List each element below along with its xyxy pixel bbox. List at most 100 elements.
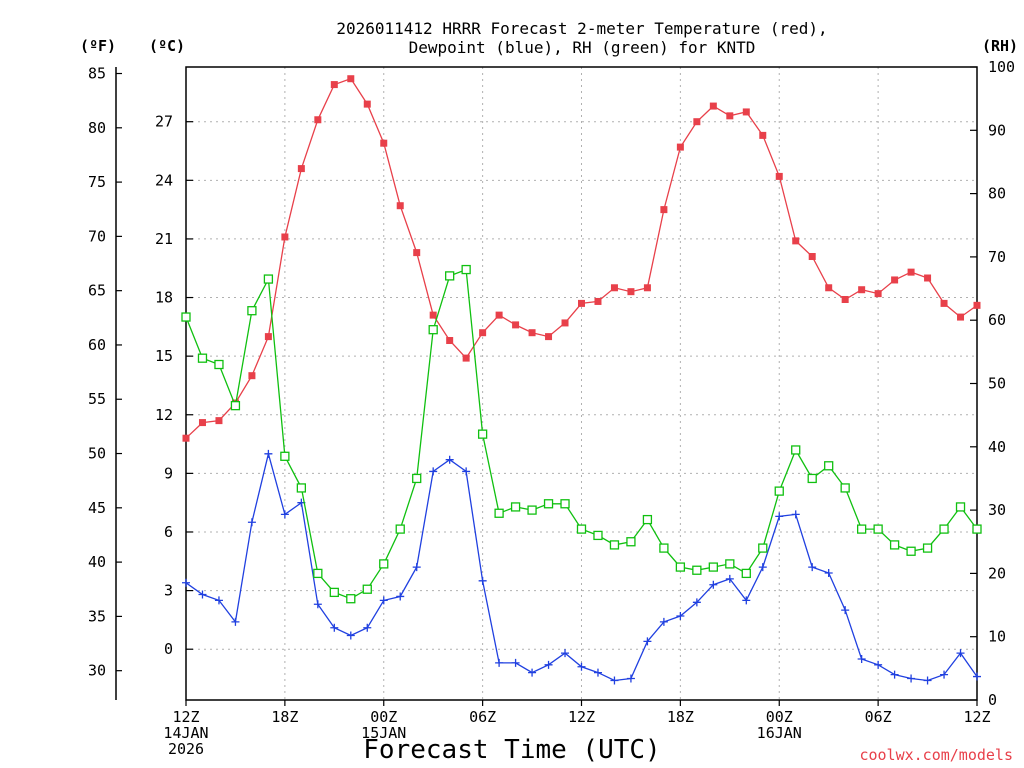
dewpoint-point: [709, 580, 718, 589]
temperature-point: [924, 274, 932, 282]
temperature-point: [808, 253, 816, 261]
rh-tick-label: 80: [988, 185, 1006, 203]
x-axis-label: Forecast Time (UTC): [363, 735, 660, 765]
temperature-point: [330, 81, 338, 89]
temperature-point: [825, 284, 833, 292]
x-tick-label: 18Z: [667, 708, 694, 726]
fahrenheit-tick-label: 55: [88, 390, 106, 408]
dewpoint-point: [182, 578, 190, 587]
celsius-tick-label: 12: [155, 406, 173, 424]
temperature-point: [874, 290, 882, 298]
temperature-point: [792, 237, 800, 245]
temperature-point: [578, 299, 585, 307]
rh-point: [296, 483, 307, 493]
dewpoint-point: [626, 674, 635, 683]
rh-point: [840, 483, 850, 493]
fahrenheit-tick-label: 60: [88, 336, 106, 354]
temperature-point: [775, 172, 783, 180]
dewpoint-point: [214, 596, 223, 605]
rh-point: [510, 502, 521, 512]
dewpoint-point: [874, 660, 883, 669]
rh-point: [494, 508, 504, 518]
celsius-tick-label: 0: [164, 640, 173, 658]
rh-point: [197, 353, 208, 363]
dewpoint-point: [412, 563, 421, 572]
x-tick-label: 2026: [168, 740, 204, 758]
dewpoint-point: [643, 637, 652, 646]
rh-tick-label: 30: [988, 501, 1006, 519]
rh-point: [362, 584, 372, 594]
dewpoint-point: [808, 563, 817, 572]
dewpoint-point: [511, 658, 520, 667]
plot-frame: [185, 66, 978, 701]
x-tick-label: 16JAN: [757, 724, 802, 742]
temperature-point: [940, 299, 948, 307]
dewpoint-point: [429, 467, 438, 476]
rh-point: [445, 271, 455, 281]
rh-point: [922, 543, 933, 553]
dewpoint-point: [676, 611, 685, 620]
temperature-point: [594, 297, 602, 305]
rh-unit-label: (RH): [982, 37, 1018, 55]
chart-title-line-2: Dewpoint (blue), RH (green) for KNTD: [409, 38, 756, 57]
temperature-point: [215, 417, 223, 425]
rh-point: [346, 594, 356, 604]
dewpoint-point: [725, 574, 734, 583]
temperature-point: [742, 108, 750, 116]
temperature-point: [429, 311, 437, 319]
x-tick-label: 14JAN: [163, 724, 208, 742]
temperature-point: [462, 354, 470, 362]
x-tick-label: 15JAN: [361, 724, 406, 742]
temperature-point: [314, 116, 322, 124]
rh-point: [626, 537, 636, 547]
rh-point: [428, 325, 438, 335]
temperature-point: [413, 249, 421, 257]
credit-text: coolwx.com/models: [859, 746, 1013, 764]
fahrenheit-tick-label: 75: [88, 173, 106, 191]
rh-point: [247, 306, 257, 316]
temperature-line: [185, 77, 978, 439]
rh-point: [379, 559, 389, 569]
rh-point: [906, 546, 916, 556]
x-tick-label: 12Z: [568, 708, 595, 726]
x-tick-label: 12Z: [963, 708, 990, 726]
temperature-point: [973, 301, 981, 309]
dewpoint-point: [198, 590, 207, 599]
fahrenheit-tick-label: 45: [88, 499, 106, 517]
temperature-point: [528, 329, 536, 337]
celsius-tick-label: 6: [164, 523, 173, 541]
temperature-point: [660, 206, 668, 214]
rh-tick-label: 0: [988, 691, 997, 709]
x-tick-label: 06Z: [865, 708, 892, 726]
fahrenheit-tick-label: 30: [88, 662, 106, 680]
dewpoint-point: [330, 623, 339, 632]
grid-lines: [186, 67, 977, 700]
dewpoint-point: [313, 600, 322, 609]
rh-point: [692, 565, 702, 575]
temperature-point: [396, 202, 404, 210]
dewpoint-point: [890, 670, 899, 679]
dewpoint-point: [956, 649, 965, 658]
rh-point: [856, 524, 867, 534]
dewpoint-point: [824, 569, 833, 578]
rh-point: [708, 562, 718, 572]
rh-point: [955, 502, 966, 512]
temperature-point: [479, 329, 487, 337]
dewpoint-point: [923, 676, 932, 685]
rh-tick-label: 60: [988, 311, 1006, 329]
temperature-point: [676, 143, 684, 151]
temperature-point: [248, 372, 256, 380]
temperature-point: [726, 112, 734, 120]
temperature-point: [643, 284, 651, 292]
rh-point: [791, 445, 801, 455]
dewpoint-point: [478, 576, 487, 585]
rh-point: [313, 568, 323, 579]
dewpoint-point: [973, 672, 981, 681]
fahrenheit-tick-label: 70: [88, 227, 106, 245]
celsius-tick-label: 27: [155, 113, 173, 131]
dewpoint-point: [610, 676, 619, 685]
x-tick-label: 06Z: [469, 708, 496, 726]
temperature-point: [347, 75, 355, 83]
temperature-point: [182, 434, 190, 442]
